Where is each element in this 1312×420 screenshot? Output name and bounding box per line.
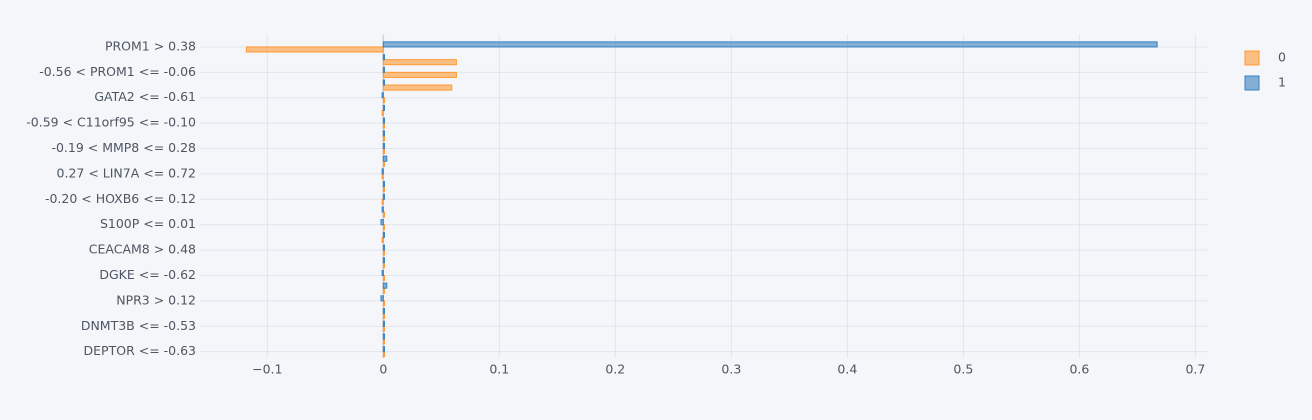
- bar: [382, 59, 457, 66]
- bar: [382, 71, 457, 78]
- y-tick-label: DGKE <= -0.62: [99, 267, 196, 282]
- bar: [382, 84, 453, 91]
- x-tick-label: 0.7: [1185, 362, 1205, 377]
- x-tick-label: −0.1: [252, 362, 282, 377]
- bar: [382, 224, 385, 231]
- bar: [382, 211, 385, 218]
- bar: [382, 307, 385, 315]
- x-tick-label: 0.1: [489, 362, 509, 377]
- y-tick-label: DNMT3B <= -0.53: [81, 318, 196, 333]
- bar: [382, 142, 385, 150]
- bar: [382, 54, 385, 61]
- y-tick-label: -0.20 < HOXB6 <= 0.12: [45, 191, 196, 206]
- bar: [382, 160, 385, 167]
- bar: [380, 219, 384, 226]
- bar: [381, 236, 384, 243]
- bar: [382, 333, 385, 340]
- x-tick-label: 0.6: [1069, 362, 1089, 377]
- bar: [381, 269, 384, 276]
- bar: [382, 249, 385, 256]
- bar: [382, 282, 388, 289]
- legend-label: 0: [1278, 50, 1286, 65]
- x-tick-label: 0.4: [837, 362, 857, 377]
- bar: [382, 193, 385, 200]
- bar: [382, 117, 385, 124]
- bar: [382, 320, 385, 327]
- bar: [381, 168, 384, 175]
- bar: [382, 300, 385, 307]
- y-tick-label: -0.56 < PROM1 <= -0.06: [39, 64, 196, 79]
- bar: [381, 109, 384, 117]
- bar: [382, 274, 385, 282]
- x-tick-label: 0.3: [721, 362, 741, 377]
- bar: [382, 262, 385, 269]
- bar: [382, 97, 385, 104]
- bar: [382, 313, 385, 320]
- bar: [382, 41, 1158, 48]
- y-tick-label: GATA2 <= -0.61: [94, 89, 196, 104]
- y-tick-label: -0.19 < MMP8 <= 0.28: [51, 140, 196, 155]
- y-tick-label: S100P <= 0.01: [100, 216, 196, 231]
- bar: [381, 198, 384, 205]
- bar: [382, 66, 385, 73]
- bar: [382, 325, 385, 332]
- y-tick-label: 0.27 < LIN7A <= 0.72: [57, 165, 196, 180]
- y-tick-label: -0.59 < C11orf95 <= -0.10: [26, 115, 196, 130]
- bar: [382, 104, 385, 111]
- y-tick-label: NPR3 > 0.12: [116, 292, 196, 307]
- bar: [382, 148, 385, 155]
- bar: [382, 346, 385, 353]
- bar: [245, 46, 384, 53]
- bar: [381, 92, 384, 99]
- bar: [381, 173, 384, 180]
- bar: [382, 130, 385, 137]
- bar: [382, 351, 385, 358]
- legend-swatch: [1244, 50, 1260, 66]
- bar: [382, 135, 385, 142]
- bar: [382, 244, 385, 251]
- legend-swatch: [1244, 75, 1260, 91]
- bar: [382, 338, 385, 345]
- bar: [382, 186, 385, 193]
- x-tick-label: 0: [379, 362, 387, 377]
- bar: [382, 155, 388, 162]
- bar: [382, 181, 385, 188]
- bar: [382, 122, 385, 129]
- bar: [380, 295, 384, 302]
- bar: [382, 79, 385, 86]
- x-tick-label: 0.5: [953, 362, 973, 377]
- bar: [381, 206, 384, 213]
- legend-label: 1: [1278, 75, 1286, 90]
- y-tick-label: DEPTOR <= -0.63: [84, 343, 196, 358]
- y-tick-label: PROM1 > 0.38: [105, 38, 196, 53]
- bar: [382, 287, 385, 294]
- y-tick-label: CEACAM8 > 0.48: [89, 242, 196, 257]
- bar: [382, 231, 385, 238]
- x-tick-label: 0.2: [605, 362, 625, 377]
- bar: [382, 257, 385, 264]
